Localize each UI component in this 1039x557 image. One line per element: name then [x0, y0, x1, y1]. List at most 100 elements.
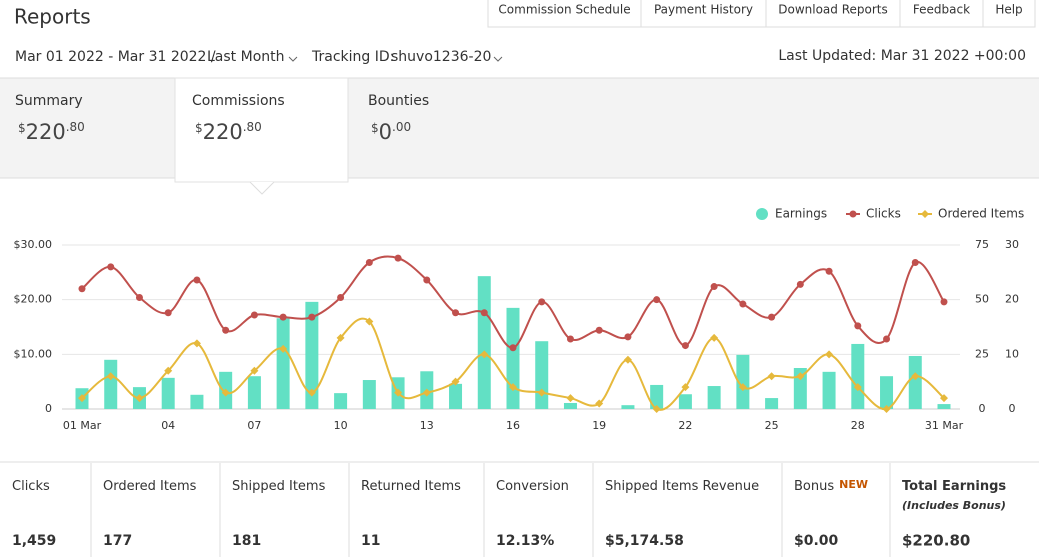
point [308, 313, 316, 321]
stat-value: $0.00 [794, 533, 839, 549]
point [595, 326, 603, 334]
currency: $ [195, 121, 203, 135]
y-tick-label: 0 [45, 402, 52, 415]
amount-cents: .80 [243, 120, 262, 134]
period-select[interactable]: Last Month [207, 49, 285, 65]
point [135, 394, 144, 403]
bar [276, 318, 290, 409]
point [336, 333, 345, 342]
point [566, 335, 574, 343]
point [681, 342, 689, 350]
point [940, 298, 948, 306]
tab-amount: $220.80 [195, 120, 262, 145]
nav-label[interactable]: Help [995, 3, 1022, 17]
stat-value: 1,459 [12, 533, 56, 549]
y-tick-label: 75 [975, 238, 989, 251]
point [883, 335, 891, 343]
x-tick-label: 13 [420, 419, 434, 432]
stat-label: Shipped Items [232, 479, 326, 494]
tab-label[interactable]: Summary [15, 93, 83, 109]
point [107, 263, 115, 271]
point [509, 344, 517, 352]
label: Clicks [12, 479, 50, 494]
nav-tab[interactable] [899, 0, 984, 28]
x-tick-label: 19 [592, 419, 606, 432]
point [192, 339, 201, 348]
stat-label: Bonus NEW [794, 478, 868, 494]
nav-label[interactable]: Feedback [913, 3, 970, 17]
x-tick-label: 25 [765, 419, 779, 432]
tab-pointer [249, 181, 275, 195]
stat-label: Shipped Items Revenue [605, 479, 759, 494]
bar [736, 354, 750, 409]
bar [449, 383, 463, 409]
point [509, 383, 517, 392]
bar [908, 355, 922, 409]
point [480, 309, 488, 317]
stat-value: 11 [361, 533, 380, 549]
stat-value: 12.13% [496, 533, 554, 549]
label: Shipped Items [232, 479, 326, 494]
nav-label[interactable]: Download Reports [778, 3, 888, 17]
point [911, 372, 920, 381]
point [394, 254, 402, 262]
tab-amount: $220.80 [18, 120, 85, 145]
x-tick-label: 04 [161, 419, 175, 432]
x-tick-label: 28 [851, 419, 865, 432]
nav-tab[interactable] [487, 0, 642, 28]
tab-label[interactable]: Bounties [368, 93, 429, 109]
point [796, 280, 804, 288]
legend-label[interactable]: Clicks [866, 207, 901, 221]
point [796, 372, 805, 381]
y-tick-label: $30.00 [14, 238, 53, 251]
bar [477, 276, 491, 409]
point [738, 383, 747, 392]
bar [707, 386, 721, 409]
stat-label: Ordered Items [103, 479, 197, 494]
label: Returned Items [361, 479, 461, 494]
bar [362, 380, 376, 409]
y-tick-label: 20 [1005, 293, 1019, 306]
bar [793, 368, 807, 409]
point [452, 309, 460, 317]
point [222, 326, 230, 334]
point [853, 383, 862, 392]
point [422, 388, 431, 397]
nav-label[interactable]: Payment History [654, 3, 753, 17]
tracking-label: Tracking ID: [311, 49, 394, 65]
tracking-select[interactable]: shuvo1236-20 [391, 49, 491, 65]
point [710, 283, 718, 291]
chevron [493, 56, 503, 62]
nav-label[interactable]: Commission Schedule [498, 3, 630, 17]
legend-label[interactable]: Earnings [775, 207, 827, 221]
y-tick-label: 0 [979, 402, 986, 415]
nav-tab[interactable] [765, 0, 901, 28]
point [279, 344, 288, 353]
legend-swatch [756, 208, 768, 220]
point [451, 377, 460, 386]
amount-whole: 220 [203, 120, 243, 144]
bar [563, 402, 577, 409]
y-tick-label: 50 [975, 293, 989, 306]
x-tick-label: 10 [334, 419, 348, 432]
x-tick-label: 07 [247, 419, 261, 432]
point [106, 372, 115, 381]
bar [678, 394, 692, 409]
stat-note: (Includes Bonus) [902, 499, 1006, 512]
x-tick-label: 01 Mar [63, 419, 102, 432]
point [193, 276, 201, 284]
point [538, 298, 546, 306]
point [739, 300, 747, 308]
point [279, 313, 287, 321]
point [566, 394, 575, 403]
stat-value: $220.80 [902, 532, 970, 550]
active-tab[interactable] [174, 77, 349, 183]
point [365, 317, 374, 326]
tab-label[interactable]: Commissions [192, 93, 285, 109]
stat-label: Returned Items [361, 479, 461, 494]
point [337, 293, 345, 301]
nav-tab[interactable] [982, 0, 1036, 28]
legend-label[interactable]: Ordered Items [938, 207, 1024, 221]
point [652, 405, 661, 413]
bar [880, 376, 894, 409]
